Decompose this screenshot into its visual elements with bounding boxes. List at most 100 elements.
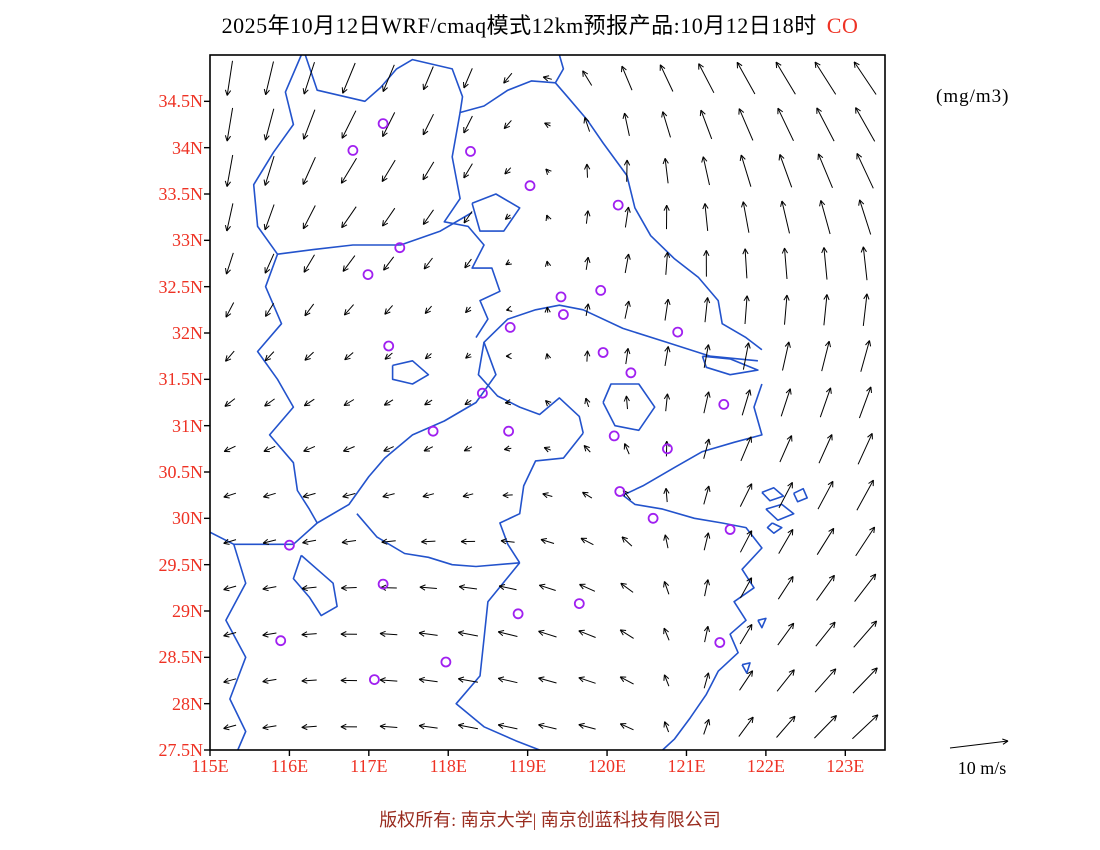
wind-arrow-head — [265, 358, 272, 362]
wind-arrow-head — [223, 496, 230, 499]
wind-arrow — [775, 61, 796, 95]
wind-arrow — [665, 393, 668, 412]
wind-arrow-head — [667, 299, 671, 306]
wind-arrow — [585, 257, 589, 270]
wind-arrow-head — [421, 541, 428, 545]
wind-arrow — [225, 302, 235, 318]
wind-arrow-head — [342, 268, 349, 272]
wind-arrow — [463, 115, 473, 134]
axis-ticks — [204, 100, 846, 756]
wind-arrow-head — [344, 357, 351, 361]
wind-arrow — [383, 446, 394, 452]
wind-arrow — [304, 398, 315, 407]
wind-arrow-head — [225, 268, 227, 275]
title-text: 2025年10月12日WRF/cmaq模式12km预报产品:10月12日18时 — [221, 13, 817, 38]
wind-arrow-head — [745, 389, 751, 395]
wind-arrow-head — [698, 63, 704, 68]
wind-arrow — [815, 621, 836, 647]
wind-arrow — [738, 108, 754, 141]
wind-arrow — [423, 257, 433, 270]
wind-arrow — [776, 669, 795, 692]
wind-arrow — [341, 540, 357, 543]
wind-arrow-head — [544, 446, 551, 448]
wind-arrow-head — [874, 667, 878, 674]
wind-arrow — [503, 72, 513, 84]
wind-arrow-head — [264, 354, 268, 361]
wind-arrow-head — [542, 76, 549, 82]
wind-arrow-head — [744, 342, 749, 348]
copyright: 版权所有: 南京大学| 南京创蓝科技有限公司 — [379, 810, 721, 830]
wind-arrow — [862, 293, 868, 326]
wind-arrow-head — [624, 206, 629, 213]
wind-arrow-head — [226, 90, 232, 96]
wind-arrow-head — [538, 677, 544, 683]
wind-arrow — [780, 388, 791, 417]
wind-arrow-head — [301, 588, 308, 592]
coastline-border-path — [391, 359, 430, 385]
wind-arrow — [814, 668, 837, 693]
wind-arrow-head — [783, 294, 788, 301]
station-marker — [672, 326, 684, 338]
wind-arrow-head — [262, 681, 269, 684]
wind-arrow — [664, 721, 670, 733]
wind-arrow — [703, 485, 710, 505]
wind-arrow-head — [708, 672, 711, 679]
wind-arrow-head — [344, 312, 351, 316]
wind-arrow — [782, 341, 790, 371]
station-marker — [573, 598, 585, 609]
wind-arrow-head — [223, 681, 230, 684]
wind-arrow-head — [500, 538, 507, 542]
wind-arrow-head — [708, 485, 711, 492]
wind-arrow-head — [301, 680, 308, 684]
wind-arrow-head — [262, 724, 268, 729]
wind-arrow — [823, 294, 828, 326]
wind-arrow — [465, 306, 471, 314]
coastline-border-path — [757, 617, 767, 629]
wind-arrow-head — [538, 584, 544, 590]
wind-arrow — [422, 113, 434, 136]
station-marker — [362, 269, 374, 281]
wind-arrow-head — [304, 358, 311, 361]
wind-arrow-head — [460, 538, 467, 543]
x-axis-label: 122E — [746, 756, 785, 776]
wind-arrow-head — [342, 265, 345, 272]
wind-arrow-head — [746, 295, 750, 302]
wind-arrow-head — [582, 70, 589, 75]
wind-arrow-head — [663, 674, 665, 681]
wind-arrow — [458, 724, 478, 730]
wind-arrow — [381, 159, 396, 182]
wind-arrow-head — [538, 629, 545, 632]
wind-arrow-head — [789, 388, 792, 395]
wind-arrow-head — [421, 538, 427, 543]
station-marker — [647, 512, 659, 524]
wind-arrow-head — [497, 724, 504, 729]
coastline-border-path — [761, 486, 785, 502]
wind-arrow-head — [750, 624, 753, 631]
wind-arrow-head — [342, 492, 348, 498]
wind-arrow-head — [546, 353, 552, 359]
wind-arrow-head — [788, 669, 795, 673]
wind-arrow — [624, 112, 630, 137]
wind-arrow-head — [418, 632, 425, 637]
wind-arrow-head — [820, 200, 826, 206]
wind-arrow-head — [624, 112, 629, 119]
wind-arrow — [343, 399, 355, 406]
x-axis-label: 121E — [667, 756, 706, 776]
wind-arrow-head — [624, 348, 629, 354]
wind-arrow — [817, 153, 833, 188]
wind-arrow-head — [498, 584, 506, 587]
wind-arrow-head — [425, 310, 431, 314]
wind-arrow-head — [707, 579, 710, 586]
y-axis-label: 30N — [172, 508, 203, 529]
wind-arrow-head — [505, 263, 512, 266]
wind-arrow-head — [578, 677, 584, 683]
x-axis-label: 123E — [826, 756, 865, 776]
wind-arrow-head — [579, 584, 584, 590]
wind-arrow — [821, 341, 830, 372]
wind-arrow-head — [1002, 740, 1009, 745]
wind-arrow-head — [223, 589, 230, 592]
wind-arrow-head — [814, 61, 821, 66]
wind-arrow-head — [664, 534, 670, 540]
wind-arrow-head — [545, 214, 548, 222]
wind-arrow-head — [667, 346, 671, 353]
